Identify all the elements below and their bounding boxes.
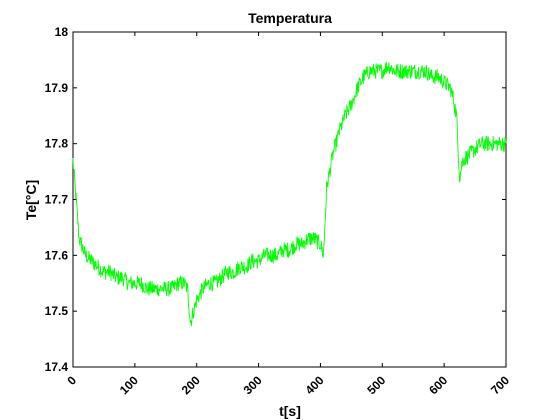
y-axis-label: Te[°C] <box>23 180 39 220</box>
x-tick-label: 400 <box>302 373 326 397</box>
y-tick-label: 18 <box>55 25 69 39</box>
temperature-series-line <box>72 61 507 327</box>
chart-title: Temperatura <box>248 10 332 26</box>
x-tick-label: 100 <box>117 373 141 397</box>
x-tick-label: 700 <box>488 373 512 397</box>
y-tick-label: 17.9 <box>45 81 69 95</box>
y-tick-label: 17.8 <box>45 137 69 151</box>
x-tick-label: 0 <box>64 373 79 388</box>
x-axis-label: t[s] <box>279 403 301 419</box>
x-tick-label: 600 <box>426 373 450 397</box>
y-tick-label: 17.6 <box>45 248 69 262</box>
y-tick-label: 17.5 <box>45 304 69 318</box>
y-tick-label: 17.7 <box>45 193 69 207</box>
series-group <box>72 61 507 327</box>
plot-area <box>72 31 507 368</box>
x-tick-label: 500 <box>364 373 388 397</box>
x-tick-label: 300 <box>241 373 265 397</box>
y-tick-label: 17.4 <box>45 360 69 374</box>
x-tick-label: 200 <box>179 373 203 397</box>
